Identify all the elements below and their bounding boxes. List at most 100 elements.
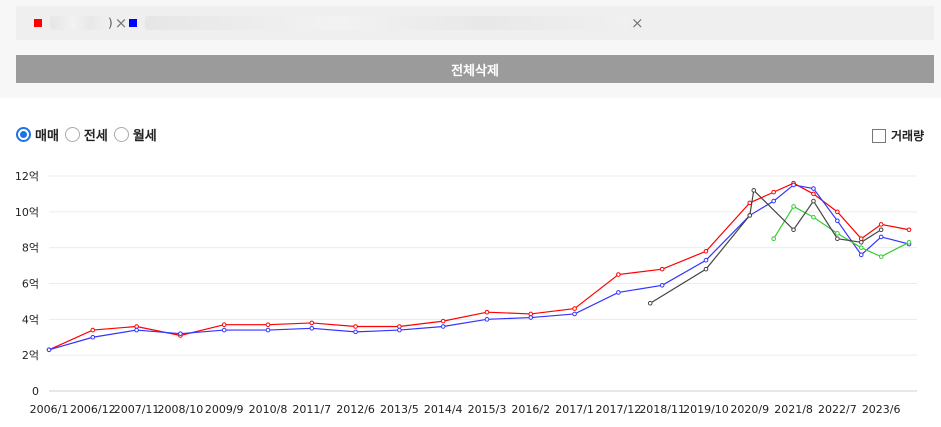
series-point <box>309 325 315 331</box>
series-point <box>791 227 796 233</box>
radio-sale[interactable]: 매매 <box>16 125 59 144</box>
x-tick-label: 2018/11 <box>639 403 685 416</box>
series-point <box>528 315 534 320</box>
series-point <box>221 327 227 333</box>
series-point <box>265 327 271 333</box>
y-tick-label: 2억 <box>22 349 39 362</box>
series-color-swatch <box>34 19 42 27</box>
x-tick-label: 2021/8 <box>774 403 813 416</box>
price-line-chart: 0 2억 4억 6억 8억 10억 12억 2006/1 2006/122007/112008/… <box>15 170 917 416</box>
series-point <box>703 257 709 263</box>
series-point <box>572 306 577 311</box>
series-point <box>528 311 534 317</box>
series-point <box>440 324 446 329</box>
x-tick-label: 2009/9 <box>205 403 244 416</box>
y-tick-label: 10억 <box>15 206 39 219</box>
series-point <box>353 324 358 329</box>
series-color-swatch <box>129 19 137 27</box>
radio-jeonse[interactable]: 전세 <box>64 125 108 144</box>
series-point <box>747 213 753 218</box>
x-tick-label: 2008/10 <box>158 403 204 416</box>
series-point <box>878 227 884 233</box>
x-tick-label: 2019/10 <box>683 403 729 416</box>
series-point <box>878 222 884 227</box>
y-tick-label: 0 <box>32 385 39 398</box>
selected-complex-chip-1: ) × <box>34 6 127 40</box>
series-point <box>616 272 621 277</box>
x-tick-label: 2014/4 <box>424 403 463 416</box>
x-tick-label: 2013/5 <box>380 403 419 416</box>
series-point <box>309 320 315 326</box>
series-point <box>178 331 183 336</box>
series-point <box>771 198 776 204</box>
series-point <box>572 311 577 317</box>
series-point <box>134 327 139 333</box>
selected-complex-bar: ) × × <box>16 6 934 40</box>
radio-button[interactable] <box>113 127 129 142</box>
series-point <box>46 347 52 353</box>
series-point <box>484 309 490 315</box>
series-point <box>771 236 776 242</box>
volume-toggle[interactable]: 거래량 <box>872 127 924 144</box>
close-icon[interactable]: × <box>631 13 644 32</box>
series-point <box>858 236 864 242</box>
series-point <box>835 218 840 224</box>
selected-complex-chip-2: × <box>129 6 644 40</box>
series-point <box>703 266 709 272</box>
series-point <box>858 239 864 245</box>
series-point <box>811 186 816 191</box>
x-tick-label: 2023/6 <box>862 403 901 416</box>
x-tick-label: 2011/7 <box>292 403 331 416</box>
radio-label: 전세 <box>83 129 108 144</box>
series-point <box>703 248 709 254</box>
x-tick-label: 2007/11 <box>114 403 160 416</box>
x-tick-label: 2022/7 <box>818 403 857 416</box>
series-point <box>835 209 840 215</box>
series-point <box>835 231 840 236</box>
series-point <box>647 300 653 306</box>
series-point <box>90 327 96 333</box>
x-tick-label: 2006/1 <box>30 403 69 416</box>
x-tick-label: 2016/2 <box>511 403 550 416</box>
series-point <box>906 239 912 245</box>
radio-button[interactable] <box>64 127 80 142</box>
series-point <box>878 254 884 259</box>
series-point <box>440 318 446 324</box>
radio-monthly-rent[interactable]: 월세 <box>113 125 157 144</box>
redacted-label <box>50 16 108 30</box>
delete-all-button[interactable]: 전체삭제 <box>16 55 934 83</box>
series-point <box>811 191 816 197</box>
x-tick-label: 2015/3 <box>468 403 507 416</box>
series-point <box>771 189 776 195</box>
series-point <box>906 227 912 233</box>
series-point <box>878 234 884 240</box>
series-line-4 <box>649 189 882 304</box>
selection-panel: ) × × 전체삭제 <box>0 0 941 98</box>
series-point <box>265 322 271 328</box>
series-point <box>397 327 402 333</box>
x-tick-label: 2012/6 <box>336 403 375 416</box>
volume-checkbox[interactable] <box>872 128 886 143</box>
series-point <box>659 266 665 272</box>
series-point <box>858 252 864 258</box>
deal-type-radio-group: 매매 전세 월세 <box>16 125 163 144</box>
series-point <box>791 204 796 209</box>
x-tick-label: 2020/9 <box>730 403 769 416</box>
series-point <box>811 198 816 204</box>
series-point <box>811 214 816 220</box>
series-point <box>134 324 139 329</box>
series-line-1 <box>48 182 910 351</box>
volume-label: 거래량 <box>891 129 925 143</box>
x-tick-label: 2017/12 <box>596 403 642 416</box>
radio-button[interactable] <box>16 127 31 142</box>
series-point <box>659 282 665 288</box>
series-point <box>484 317 490 322</box>
series-line-2 <box>48 184 910 351</box>
series-point <box>397 324 402 329</box>
chip-label-suffix: ) <box>108 16 113 30</box>
y-tick-label: 6억 <box>22 278 39 291</box>
series-point <box>751 188 757 193</box>
radio-label: 월세 <box>132 129 157 144</box>
close-icon[interactable]: × <box>114 13 128 32</box>
y-tick-label: 8억 <box>22 242 39 255</box>
